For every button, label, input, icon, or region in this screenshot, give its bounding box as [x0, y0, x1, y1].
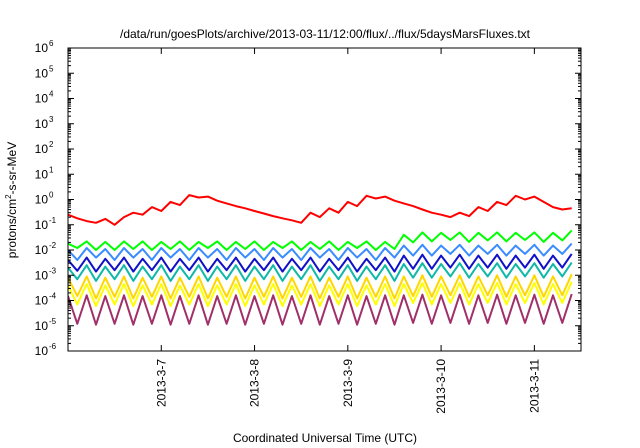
- y-axis-title-exp: 2: [4, 194, 13, 199]
- y-tick-label-exp: 5: [49, 64, 54, 73]
- series-line: [68, 253, 573, 273]
- y-axis-title-rest: -s-sr-MeV: [5, 142, 19, 195]
- y-tick-label: 10: [35, 218, 49, 232]
- y-tick-label-exp: 1: [49, 165, 54, 174]
- series-line: [68, 293, 573, 326]
- y-tick-label-exp: -3: [49, 266, 57, 275]
- y-tick-label: 10: [35, 117, 49, 131]
- y-axis: 10 -610 -510 -410 -310 -210 -110 010 110 210 310 41…: [35, 39, 581, 358]
- y-tick-label-exp: 2: [49, 140, 54, 149]
- y-tick-label-exp: 3: [49, 115, 54, 124]
- y-tick-label-base: 10: [35, 344, 49, 358]
- x-tick-label: 2013-3-7: [154, 359, 168, 407]
- x-tick-label: 2013-3-10: [434, 359, 448, 414]
- y-tick-label-base: 10: [35, 268, 49, 282]
- y-tick-label: 10: [35, 41, 49, 55]
- y-tick-label: 10: [35, 142, 49, 156]
- y-tick-label-exp: 0: [49, 191, 54, 200]
- x-tick-label: 2013-3-8: [248, 359, 262, 407]
- y-tick-label: 10: [35, 167, 49, 181]
- y-tick-label-base: 10: [35, 218, 49, 232]
- y-tick-label: 10: [35, 243, 49, 257]
- y-tick-label-base: 10: [35, 41, 49, 55]
- series-line: [68, 273, 573, 300]
- y-tick-label-exp: -5: [49, 317, 57, 326]
- x-tick-label: 2013-3-11: [527, 359, 541, 413]
- y-axis-title: protons/cm2-s-sr-MeV: [4, 142, 19, 258]
- y-tick-label-base: 10: [35, 243, 49, 257]
- y-tick-label-base: 10: [35, 319, 49, 333]
- y-tick-label-exp: 4: [49, 90, 54, 99]
- y-tick-label-base: 10: [35, 294, 49, 308]
- series-line: [68, 261, 573, 282]
- y-tick-label-base: 10: [35, 167, 49, 181]
- y-tick-label: 10: [35, 344, 49, 358]
- series-line: [68, 194, 572, 226]
- y-tick-label-exp: 6: [49, 39, 54, 48]
- y-tick-label-base: 10: [35, 142, 49, 156]
- y-tick-label: 10: [35, 193, 49, 207]
- y-tick-label-base: 10: [35, 193, 49, 207]
- y-tick-label: 10: [35, 294, 49, 308]
- x-axis-title: Coordinated Universal Time (UTC): [233, 431, 417, 445]
- chart-title: /data/run/goesPlots/archive/2013-03-11/1…: [120, 27, 531, 41]
- y-tick-label-exp: -2: [49, 241, 57, 250]
- series-line: [68, 229, 573, 251]
- y-tick-label-exp: -6: [49, 342, 57, 351]
- series-line: [68, 242, 573, 261]
- y-tick-label-exp: -4: [49, 292, 57, 301]
- x-axis: 2013-3-7 2013-3-8 2013-3-9 2013-3-10 2013-3-…: [154, 48, 541, 414]
- y-tick-label: 10: [35, 319, 49, 333]
- y-tick-label: 10: [35, 66, 49, 80]
- y-tick-label-exp: -1: [49, 216, 57, 225]
- y-tick-label-base: 10: [35, 92, 49, 106]
- y-tick-label: 10: [35, 92, 49, 106]
- y-tick-label: 10: [35, 268, 49, 282]
- y-tick-label-base: 10: [35, 66, 49, 80]
- series-lines: [68, 194, 573, 326]
- x-tick-label: 2013-3-9: [341, 359, 355, 407]
- series-line: [68, 281, 573, 308]
- y-tick-label-base: 10: [35, 117, 49, 131]
- y-axis-title-base: protons/cm: [5, 199, 19, 258]
